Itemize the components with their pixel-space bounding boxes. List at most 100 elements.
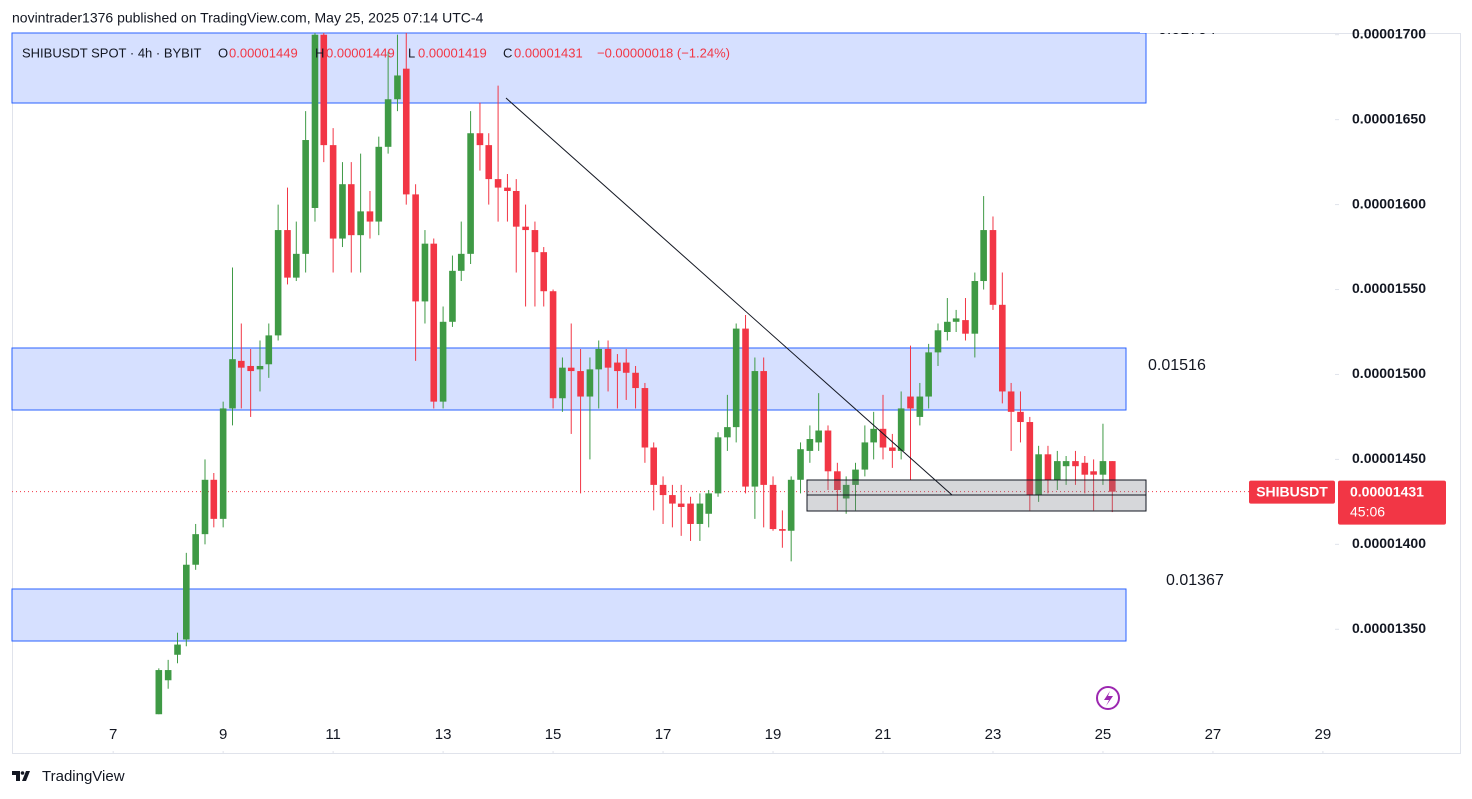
candle-body <box>577 371 584 397</box>
candle-body <box>769 484 777 530</box>
legend-value: 0.00001449 <box>229 45 298 60</box>
symbol-tag <box>1249 480 1335 504</box>
candle-body <box>183 564 190 640</box>
candle-body <box>421 243 429 302</box>
candle-body <box>512 190 520 227</box>
y-tick-label: 0.00001650 <box>1352 110 1426 126</box>
logo-mark <box>12 771 30 781</box>
candle-body <box>339 184 346 239</box>
x-tick-label: 15 <box>545 726 562 743</box>
candle-body <box>284 230 291 278</box>
candle-body <box>357 211 364 236</box>
candle-body <box>1054 461 1061 480</box>
candle-body <box>265 335 273 365</box>
candle-body <box>1090 471 1097 475</box>
price-tag <box>1338 480 1446 525</box>
candle-body <box>962 320 969 334</box>
candle-body <box>219 408 227 519</box>
candle-body <box>1007 391 1015 412</box>
candle-body <box>1109 461 1116 492</box>
legend-key: C <box>503 45 512 60</box>
x-tick-label: 19 <box>765 726 782 743</box>
x-tick-label: 21 <box>875 726 892 743</box>
candle-body <box>622 362 630 373</box>
candle-body <box>641 388 649 448</box>
y-tick-label: 0.00001500 <box>1352 365 1426 381</box>
candle-body <box>989 230 997 305</box>
y-tick-label: 0.00001550 <box>1352 280 1426 296</box>
legend-value: 0.00001449 <box>326 45 395 60</box>
x-tick-label: 23 <box>985 726 1002 743</box>
candle-body <box>687 503 694 524</box>
x-tick-label: 13 <box>435 726 452 743</box>
x-tick-label: 25 <box>1095 726 1112 743</box>
legend-value: 0.00001419 <box>418 45 487 60</box>
candle-body <box>430 243 438 402</box>
candle-body <box>779 529 786 531</box>
candle-body <box>916 396 924 417</box>
legend-change: −0.00000018 (−1.24%) <box>597 45 730 60</box>
x-tick-label: 9 <box>219 726 227 743</box>
brand: TradingView <box>42 768 125 785</box>
candle-body <box>347 184 355 236</box>
lightning-icon[interactable] <box>1096 686 1120 710</box>
zone <box>11 347 1127 411</box>
candle-body <box>476 133 484 146</box>
candle-body <box>870 428 877 443</box>
candle-body <box>650 447 658 485</box>
candle-body <box>980 230 987 282</box>
trend-line <box>505 97 953 496</box>
candle-body <box>274 230 282 336</box>
candle-body <box>439 321 447 402</box>
candle-body <box>614 362 621 372</box>
logo-dot <box>20 771 25 775</box>
legend-value: 0.00001431 <box>514 45 583 60</box>
candle-body <box>742 328 749 487</box>
symbol-tag-label: SHIBUSDT <box>1256 483 1328 499</box>
y-tick-label: 0.00001450 <box>1352 450 1426 466</box>
candle-body <box>879 428 887 448</box>
candle-body <box>724 427 731 438</box>
candle-body <box>787 479 795 531</box>
candle-body <box>952 318 960 322</box>
axes <box>12 491 1335 753</box>
candle-body <box>999 304 1006 392</box>
candle-body <box>229 359 236 409</box>
zone <box>11 32 1147 104</box>
candle-body <box>705 493 712 514</box>
candle-body <box>531 230 539 253</box>
candle-body <box>174 644 181 655</box>
candle-body <box>861 442 869 470</box>
annotation: 0.01367 <box>1166 572 1224 589</box>
candle-body <box>237 360 245 368</box>
candle-body <box>522 226 529 231</box>
candle-body <box>934 330 942 353</box>
candle-body <box>806 439 814 451</box>
candle-body <box>586 369 594 397</box>
candle-body <box>1072 461 1079 467</box>
candle-body <box>1044 454 1052 480</box>
candle-body <box>292 253 300 278</box>
candle-body <box>549 291 557 399</box>
candle-body <box>457 253 465 271</box>
zone <box>11 588 1127 642</box>
candle-body <box>256 365 264 370</box>
y-tick-label: 0.00001700 <box>1352 25 1426 41</box>
candle-body <box>852 469 859 485</box>
candle-body <box>394 75 401 100</box>
candle-body <box>247 365 254 372</box>
annotation: 0.01516 <box>1148 357 1206 374</box>
candle-body <box>449 270 456 322</box>
candle-body <box>797 449 804 480</box>
candle-body <box>485 145 493 180</box>
candle-body <box>659 484 667 496</box>
candle-body <box>595 348 603 370</box>
brand-logo <box>12 771 30 781</box>
price-tag-countdown: 45:06 <box>1350 503 1385 519</box>
y-tick-label: 0.00001350 <box>1352 620 1426 636</box>
candles <box>155 33 1116 715</box>
candle-body <box>329 145 337 239</box>
x-tick-label: 7 <box>109 726 117 743</box>
candle-body <box>1062 461 1070 467</box>
candle-body <box>467 133 474 254</box>
